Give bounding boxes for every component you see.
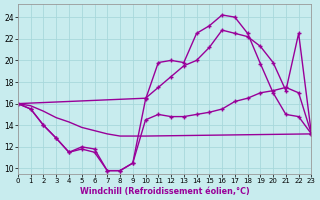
- X-axis label: Windchill (Refroidissement éolien,°C): Windchill (Refroidissement éolien,°C): [80, 187, 250, 196]
